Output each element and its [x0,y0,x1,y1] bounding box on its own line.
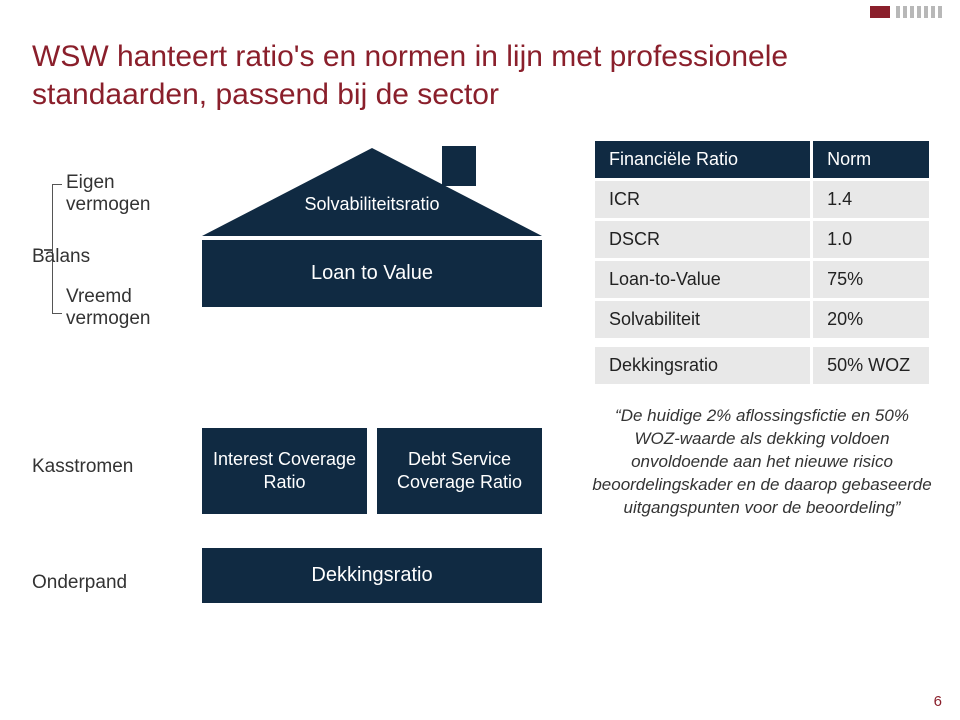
th-ratio: Financiële Ratio [595,141,810,178]
th-norm: Norm [813,141,929,178]
content-area: Eigen vermogen Balans Vreemd vermogen Ka… [32,138,928,690]
label-kasstromen: Kasstromen [32,456,133,478]
box-icr: Interest Coverage Ratio [202,428,367,514]
brand-mark [870,6,942,18]
row-dekking-value: 50% WOZ [813,347,929,384]
norm-table: Financiële Ratio Norm ICR 1.4 DSCR 1.0 L… [592,138,932,387]
coverage-boxes: Interest Coverage Ratio Debt Service Cov… [202,428,542,514]
page-title: WSW hanteert ratio's en normen in lijn m… [32,38,928,113]
row-dscr-label: DSCR [595,221,810,258]
page-number: 6 [934,693,942,710]
label-eigen-vermogen: Eigen vermogen [66,172,186,216]
box-dscr: Debt Service Coverage Ratio [377,428,542,514]
roof-label: Solvabiliteitsratio [202,194,542,215]
wall-label: Loan to Value [202,240,542,307]
row-solv-value: 20% [813,301,929,338]
row-icr-value: 1.4 [813,181,929,218]
label-vreemd-vermogen: Vreemd vermogen [66,286,186,330]
row-solv-label: Solvabiliteit [595,301,810,338]
diagram: Eigen vermogen Balans Vreemd vermogen Ka… [32,138,552,690]
roof [202,148,542,236]
row-dscr-value: 1.0 [813,221,929,258]
box-dekkingsratio: Dekkingsratio [202,548,542,603]
norm-table-area: Financiële Ratio Norm ICR 1.4 DSCR 1.0 L… [592,138,932,520]
label-onderpand: Onderpand [32,572,127,594]
house-shape: Solvabiliteitsratio Loan to Value [202,148,542,307]
label-balans: Balans [32,246,90,268]
row-ltv-value: 75% [813,261,929,298]
row-icr-label: ICR [595,181,810,218]
quote-text: “De huidige 2% aflossingsfictie en 50% W… [592,405,932,520]
row-dekking-label: Dekkingsratio [595,347,810,384]
row-ltv-label: Loan-to-Value [595,261,810,298]
